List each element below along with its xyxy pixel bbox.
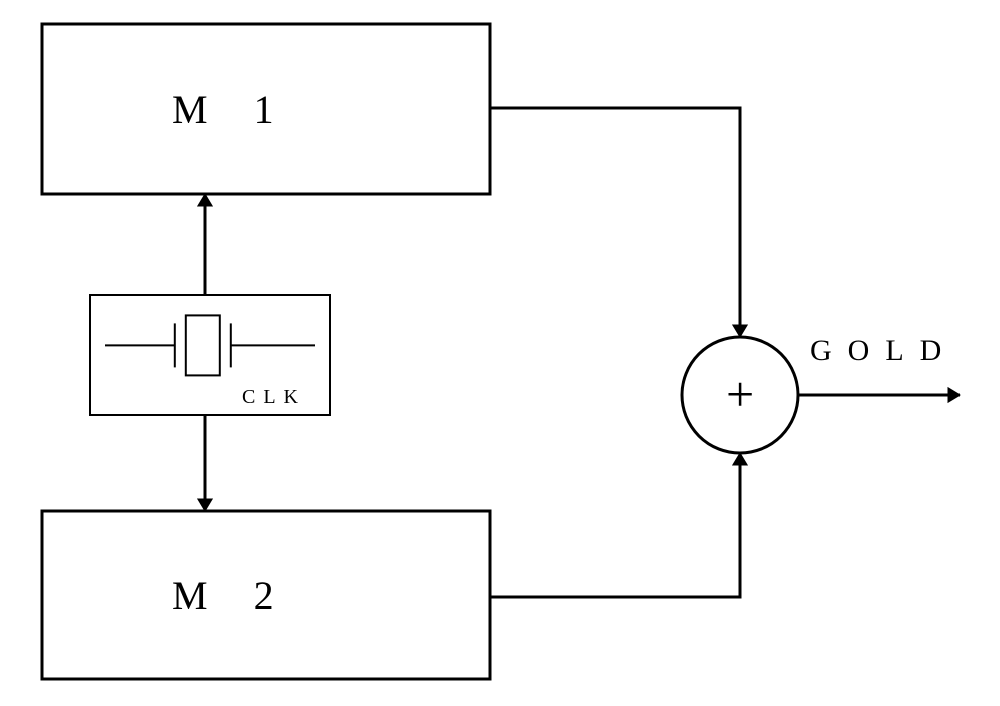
- plus-icon: +: [726, 366, 754, 422]
- block-diagram: M 1 M 2 CLK + GOLD: [0, 0, 1000, 706]
- label-m2: M 2: [172, 573, 292, 618]
- label-clk: CLK: [242, 386, 306, 408]
- label-gold: GOLD: [810, 334, 957, 367]
- label-m1: M 1: [172, 87, 292, 132]
